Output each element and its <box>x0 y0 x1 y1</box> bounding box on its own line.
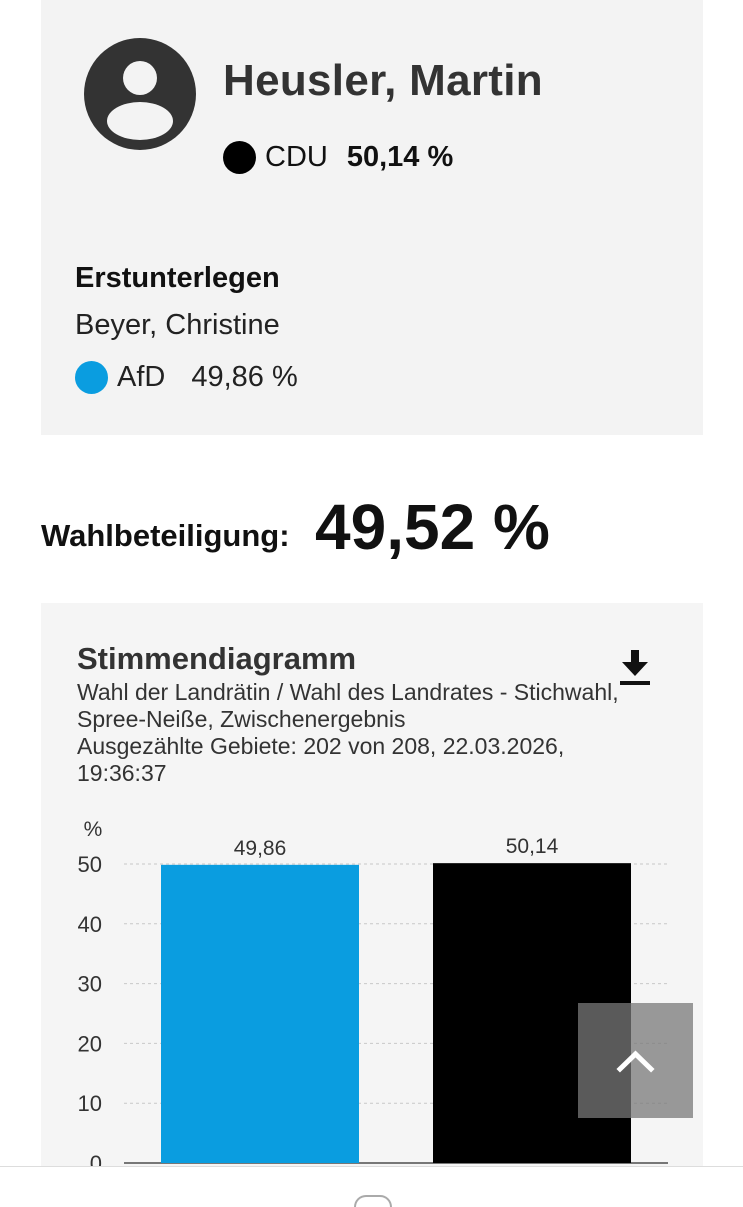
runner-up-heading: Erstunterlegen <box>75 262 280 294</box>
download-icon[interactable] <box>620 650 650 686</box>
chart-subtitle-line: Spree-Neiße, Zwischenergebnis <box>77 706 406 732</box>
chart-subtitle: Wahl der Landrätin / Wahl des Landrates … <box>77 679 667 787</box>
chart-subtitle-line: Wahl der Landrätin / Wahl des Landrates … <box>77 679 619 705</box>
chart-subtitle-line: 19:36:37 <box>77 760 167 786</box>
y-tick-label: 40 <box>78 912 102 937</box>
runner-up-party: AfD <box>117 361 166 393</box>
runner-up-percent: 49,86 % <box>191 361 298 393</box>
y-tick-label: 50 <box>78 852 102 877</box>
party-color-dot <box>75 361 108 394</box>
bar <box>161 864 359 1163</box>
winner-party: CDU <box>265 141 328 173</box>
y-tick-label: 10 <box>78 1091 102 1116</box>
y-tick-label: 20 <box>78 1031 102 1056</box>
bar-value-label: 49,86 <box>234 837 287 860</box>
chevron-up-icon <box>616 1050 655 1073</box>
winner-name: Heusler, Martin <box>223 56 543 105</box>
runner-up-name: Beyer, Christine <box>75 309 280 341</box>
bottom-handle-icon[interactable] <box>354 1195 392 1207</box>
turnout-label: Wahlbeteiligung: <box>41 518 290 553</box>
turnout-value: 49,52 % <box>315 491 550 563</box>
runner-up-party-row: AfD 49,86 % <box>75 361 298 394</box>
y-axis-label: % <box>84 818 103 841</box>
winner-percent: 50,14 % <box>346 141 454 173</box>
winner-party-row: CDU 50,14 % <box>223 141 453 174</box>
party-color-dot <box>223 141 256 174</box>
scroll-to-top-button[interactable] <box>578 1003 693 1118</box>
chart-subtitle-line: Ausgezählte Gebiete: 202 von 208, 22.03.… <box>77 733 565 759</box>
chart-title: Stimmendiagramm <box>77 641 357 676</box>
y-tick-label: 30 <box>78 972 102 997</box>
avatar-icon <box>84 38 196 150</box>
bar-value-label: 50,14 <box>506 835 559 858</box>
